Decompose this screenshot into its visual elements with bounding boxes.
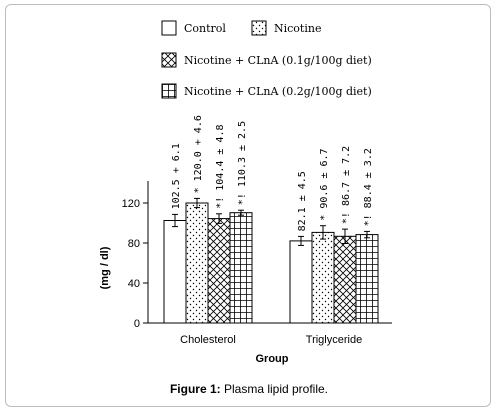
x-tick-label: Cholesterol [180,334,236,346]
y-tick-label: 0 [134,318,140,330]
x-axis-label: Group [256,353,289,365]
bars [163,197,379,324]
value-label: * 120.0 + 4.6 [193,115,204,193]
bar-triglyceride-3 [355,234,379,324]
value-label: *! 104.4 ± 4.8 [215,125,226,209]
y-axis-label: (mg / dl) [99,246,111,289]
y-tick-label: 40 [128,278,140,290]
value-label: 102.5 + 6.1 [171,143,182,209]
legend-label: Nicotine + CLnA (0.1g/100g diet) [184,54,372,67]
legend-swatch [161,52,177,68]
figure-caption: Figure 1: Plasma lipid profile. [0,382,498,396]
x-tick-label: Triglyceride [306,334,362,346]
value-label: 82.1 ± 4.5 [297,171,308,231]
value-label: *! 86.7 ± 7.2 [341,146,352,224]
y-tick-label: 80 [128,238,140,250]
bar-cholesterol-0 [163,220,187,324]
bar-triglyceride-1 [311,231,335,324]
value-label: *! 88.4 ± 3.2 [363,148,374,226]
bar-cholesterol-1 [185,202,209,324]
figure-frame [5,4,491,407]
bar-triglyceride-2 [333,235,357,324]
value-label: *! 110.3 ± 2.5 [237,121,248,205]
value-labels: 102.5 + 6.1 * 120.0 + 4.6 *! 104.4 ± 4.8 *!… [171,115,374,231]
caption-label: Figure 1: [169,382,221,396]
bar-cholesterol-2 [207,218,231,324]
y-tick-label: 120 [122,198,140,210]
legend: Control Nicotine Nicotine + CLnA (0.1g/100… [161,20,372,99]
bar-triglyceride-0 [289,240,313,324]
legend-label: Nicotine + CLnA (0.2g/100g diet) [184,85,372,98]
value-label: * 90.6 ± 6.7 [319,148,330,220]
legend-swatch [161,20,177,36]
legend-swatch [161,83,177,99]
bar-cholesterol-3 [229,212,253,324]
legend-label: Nicotine [274,22,321,35]
caption-text: Plasma lipid profile. [220,382,329,396]
legend-swatch [251,20,267,36]
legend-label: Control [184,22,226,35]
